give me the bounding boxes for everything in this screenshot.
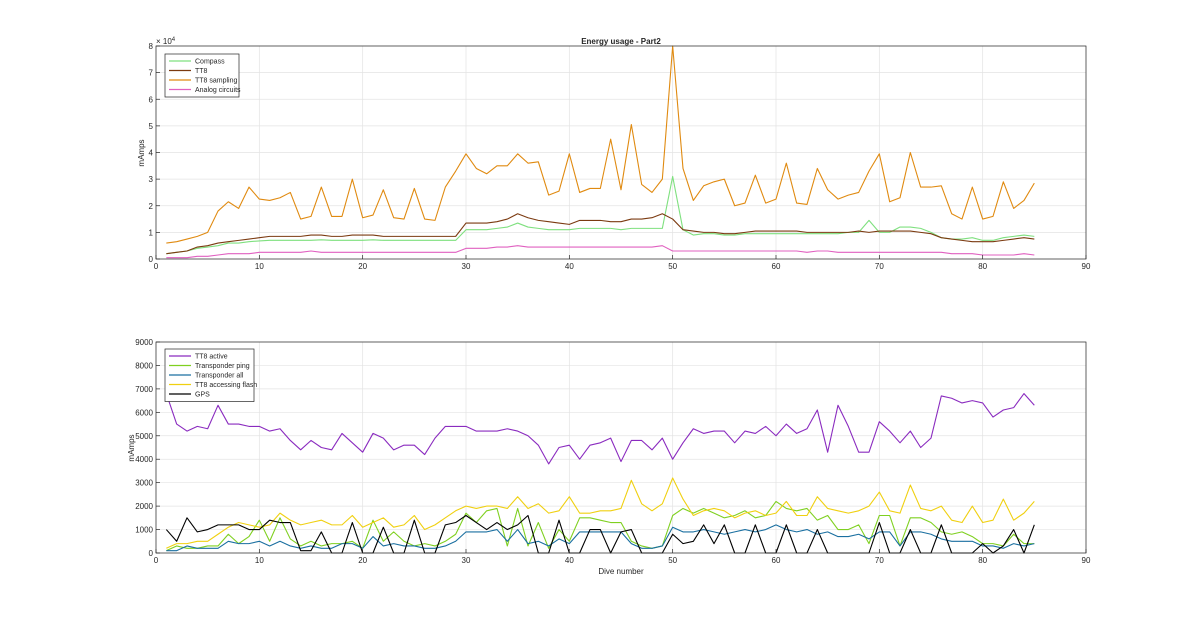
plot-area: 0 10 20 30 40 50 60 70 80 90 0 1000 2000 3000 4000 5000… — [135, 338, 1091, 565]
x-tick-label: 30 — [462, 262, 471, 271]
energy-usage-chart: Energy usage - Part2 mAmps × 104 0 10 20 30… — [137, 37, 1091, 271]
series-line-tt8-accessing-flash — [166, 477, 1035, 549]
chart-title: Energy usage - Part2 — [581, 37, 661, 46]
x-tick-label: 20 — [358, 556, 367, 565]
series-line-compass — [166, 175, 1035, 255]
y-tick-label: 5 — [149, 122, 154, 131]
y-tick-label: 4000 — [135, 455, 153, 464]
current-draw-chart: mAmps Dive number 0 10 20 30 40 50 60 70 80 90 0 10… — [127, 338, 1091, 576]
y-tick-label: 3000 — [135, 479, 153, 488]
axes-box — [155, 341, 1087, 554]
legend: TT8 active Transponder ping Transponder al… — [164, 348, 257, 402]
y-tick-label: 7 — [149, 69, 154, 78]
legend-label: Transponder all — [195, 373, 244, 380]
legend-label: TT8 accessing flash — [195, 382, 257, 389]
series-line-tt8-sampling — [166, 45, 1035, 244]
x-tick-label: 30 — [462, 556, 471, 565]
y-tick-label: 6 — [149, 95, 154, 104]
y-axis-label: mAmps — [137, 139, 146, 166]
x-tick-label: 80 — [978, 556, 987, 565]
y-tick-label: 8000 — [135, 361, 153, 370]
axes-background — [156, 342, 1086, 553]
legend-label: GPS — [195, 392, 210, 399]
y-tick-label: 2000 — [135, 502, 153, 511]
legend-label: TT8 — [195, 68, 208, 75]
x-axis-label: Dive number — [598, 567, 644, 576]
x-tick-label: 0 — [154, 556, 159, 565]
x-tick-label: 40 — [565, 556, 574, 565]
legend-label: Transponder ping — [195, 363, 250, 370]
y-tick-label: 2 — [149, 202, 154, 211]
y-tick-label: 0 — [149, 255, 154, 264]
y-tick-label: 3 — [149, 175, 154, 184]
x-tick-label: 10 — [255, 262, 264, 271]
y-exponent-power: 4 — [172, 37, 176, 43]
series-line-transponder-ping — [166, 500, 1035, 552]
x-tick-label: 40 — [565, 262, 574, 271]
x-tick-label: 10 — [255, 556, 264, 565]
x-tick-label: 80 — [978, 262, 987, 271]
x-tick-label: 60 — [772, 556, 781, 565]
x-tick-label: 50 — [668, 556, 677, 565]
x-tick-label: 60 — [772, 262, 781, 271]
y-tick-label: 9000 — [135, 338, 153, 347]
x-tick-label: 90 — [1082, 556, 1091, 565]
x-tick-label: 20 — [358, 262, 367, 271]
series-line-analog-circuits — [166, 245, 1035, 259]
x-tick-label: 0 — [154, 262, 159, 271]
x-tick-label: 70 — [875, 556, 884, 565]
y-tick-label: 5000 — [135, 432, 153, 441]
y-exponent-label: × 104 — [156, 37, 176, 46]
y-exponent-base: × 10 — [156, 37, 172, 46]
x-tick-label: 70 — [875, 262, 884, 271]
y-tick-label: 8 — [149, 42, 154, 51]
y-tick-label: 0 — [149, 549, 154, 558]
legend-label: TT8 sampling — [195, 78, 238, 85]
legend: Compass TT8 TT8 sampling Analog circuits — [164, 53, 241, 98]
x-tick-label: 90 — [1082, 262, 1091, 271]
y-tick-label: 4 — [149, 149, 154, 158]
series-line-transponder-all — [166, 524, 1035, 552]
x-tick-label: 50 — [668, 262, 677, 271]
y-tick-label: 1 — [149, 228, 154, 237]
y-tick-label: 1000 — [135, 526, 153, 535]
legend-label: Compass — [195, 59, 225, 66]
y-tick-label: 7000 — [135, 385, 153, 394]
legend-label: Analog circuits — [195, 87, 241, 94]
y-axis-label: mAmps — [127, 434, 136, 461]
series-line-tt8 — [166, 213, 1035, 255]
series-line-tt8-active — [165, 393, 1035, 465]
legend-label: TT8 active — [195, 354, 228, 361]
plot-area: 0 10 20 30 40 50 60 70 80 90 0 1 2 3 4 5 6 7 8 — [149, 42, 1091, 271]
y-tick-label: 6000 — [135, 408, 153, 417]
